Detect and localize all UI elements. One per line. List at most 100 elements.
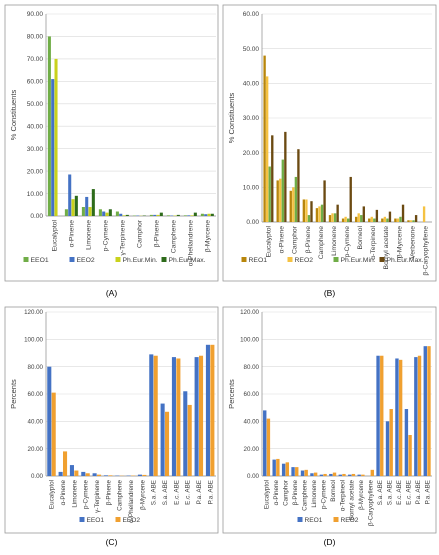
x-category-label: Eucalyptol [52, 220, 59, 252]
bar-ph-eur-max- [310, 201, 312, 222]
panel-frame [5, 5, 218, 281]
bar-eeo1 [104, 475, 108, 476]
y-tick-label: 40.00 [243, 81, 260, 88]
bar-ph-eur-max- [389, 212, 391, 222]
bar-reo2 [352, 474, 355, 476]
bar-reo2 [371, 217, 373, 222]
legend-label: Ph.Eur.Max. [387, 257, 424, 264]
y-tick-label: 0.00 [30, 213, 43, 220]
bar-eeo2 [68, 174, 71, 216]
bar-ph-eur-max- [376, 210, 378, 222]
bar-ph-eur-max- [271, 135, 273, 222]
y-tick-label: 30.00 [243, 115, 260, 122]
bar-eeo1 [138, 475, 142, 476]
bar-reo1 [368, 219, 370, 222]
bar-reo1 [282, 464, 285, 476]
bar-ph-eur-max- [211, 214, 214, 216]
x-category-label: S.a. ABE [151, 480, 158, 505]
y-tick-label: 60.00 [27, 79, 44, 86]
bar-eeo1 [161, 404, 165, 476]
bar-reo2 [397, 219, 399, 222]
y-tick-label: 40.00 [28, 419, 44, 426]
bar-reo1 [357, 475, 360, 476]
bar-eeo2 [74, 471, 78, 476]
x-category-label: Borneol [330, 480, 337, 502]
bar-reo1 [301, 471, 304, 476]
bar-eeo1 [150, 215, 153, 216]
bar-ph-eur-min- [321, 205, 323, 222]
x-category-label: Camphene [117, 480, 124, 511]
bar-reo1 [316, 208, 318, 222]
x-category-label: γ-Terpinene [94, 480, 101, 513]
y-axis-title: % Constituents [227, 93, 236, 144]
bar-reo1 [414, 357, 417, 476]
panel-label: (A) [106, 288, 118, 298]
bar-reo1 [272, 460, 275, 476]
x-category-label: Eucalyptol [264, 480, 271, 509]
bar-eeo1 [167, 215, 170, 216]
bar-reo2 [276, 459, 279, 476]
bar-eeo2 [85, 197, 88, 216]
y-tick-label: 0.00 [31, 473, 44, 480]
x-category-label: Camphene [302, 480, 309, 511]
y-tick-label: 50.00 [27, 101, 44, 108]
x-category-label: Limonene [71, 480, 78, 508]
x-category-label: Camphor [283, 480, 290, 506]
bar-reo1 [329, 474, 332, 476]
y-tick-label: 90.00 [27, 11, 44, 18]
panel-label: (B) [324, 288, 336, 298]
bar-ph-eur-max- [415, 215, 417, 222]
panel-label: (D) [324, 537, 336, 547]
bar-eeo2 [86, 473, 90, 476]
chart-panel-c: 0.0020.0040.0060.0080.00100.00120.00Perc… [5, 307, 218, 547]
y-tick-label: 20.00 [28, 446, 44, 453]
y-axis-title: % Constituents [9, 90, 18, 141]
bar-eeo1 [81, 472, 85, 476]
bar-ph-eur-max- [92, 189, 95, 216]
x-category-label: Limonene [86, 220, 93, 250]
bar-ph-eur-min- [399, 217, 401, 222]
bar-eeo1 [82, 207, 85, 216]
bar-eeo1 [183, 391, 187, 476]
bar-reo2 [399, 360, 402, 476]
legend-swatch [162, 257, 167, 262]
bar-eeo2 [204, 214, 207, 216]
y-axis-title: Percents [227, 379, 236, 409]
bar-reo2 [384, 217, 386, 222]
x-category-label: β-Myrcene [139, 480, 146, 510]
bar-reo2 [427, 346, 430, 476]
bar-ph-eur-min- [55, 59, 58, 216]
bar-reo1 [329, 215, 331, 222]
bar-eeo2 [187, 215, 190, 216]
y-tick-label: 60.00 [28, 391, 44, 398]
y-tick-label: 80.00 [27, 34, 44, 41]
bar-eeo1 [116, 212, 119, 216]
bar-reo1 [395, 358, 398, 476]
x-category-label: β-Pinene [305, 226, 312, 254]
bar-reo1 [381, 219, 383, 222]
bar-reo1 [277, 180, 279, 222]
y-tick-label: 80.00 [244, 364, 260, 371]
bar-ph-eur-min- [308, 215, 310, 222]
bar-eeo2 [188, 405, 192, 476]
chart-panel-a: 0.0010.0020.0030.0040.0050.0060.0070.008… [5, 5, 218, 298]
bar-reo2 [380, 356, 383, 476]
x-category-label: E.c. ABE [185, 480, 192, 505]
legend-label: REO2 [295, 257, 314, 264]
bar-eeo1 [93, 473, 97, 476]
y-axis-title: Percents [9, 379, 18, 409]
x-category-label: Camphor [137, 219, 144, 248]
bar-reo2 [410, 220, 412, 222]
y-tick-label: 120.00 [240, 309, 259, 316]
bar-ph-eur-max- [194, 213, 197, 216]
x-category-label: p-Cymene [320, 480, 327, 510]
x-category-label: p-Cymene [103, 220, 110, 252]
bar-eeo2 [165, 412, 169, 476]
bar-ph-eur-max- [323, 180, 325, 222]
bar-eeo2 [51, 79, 54, 216]
legend-label: REO1 [305, 517, 323, 524]
bar-reo1 [303, 199, 305, 222]
x-category-label: Camphene [318, 226, 325, 259]
